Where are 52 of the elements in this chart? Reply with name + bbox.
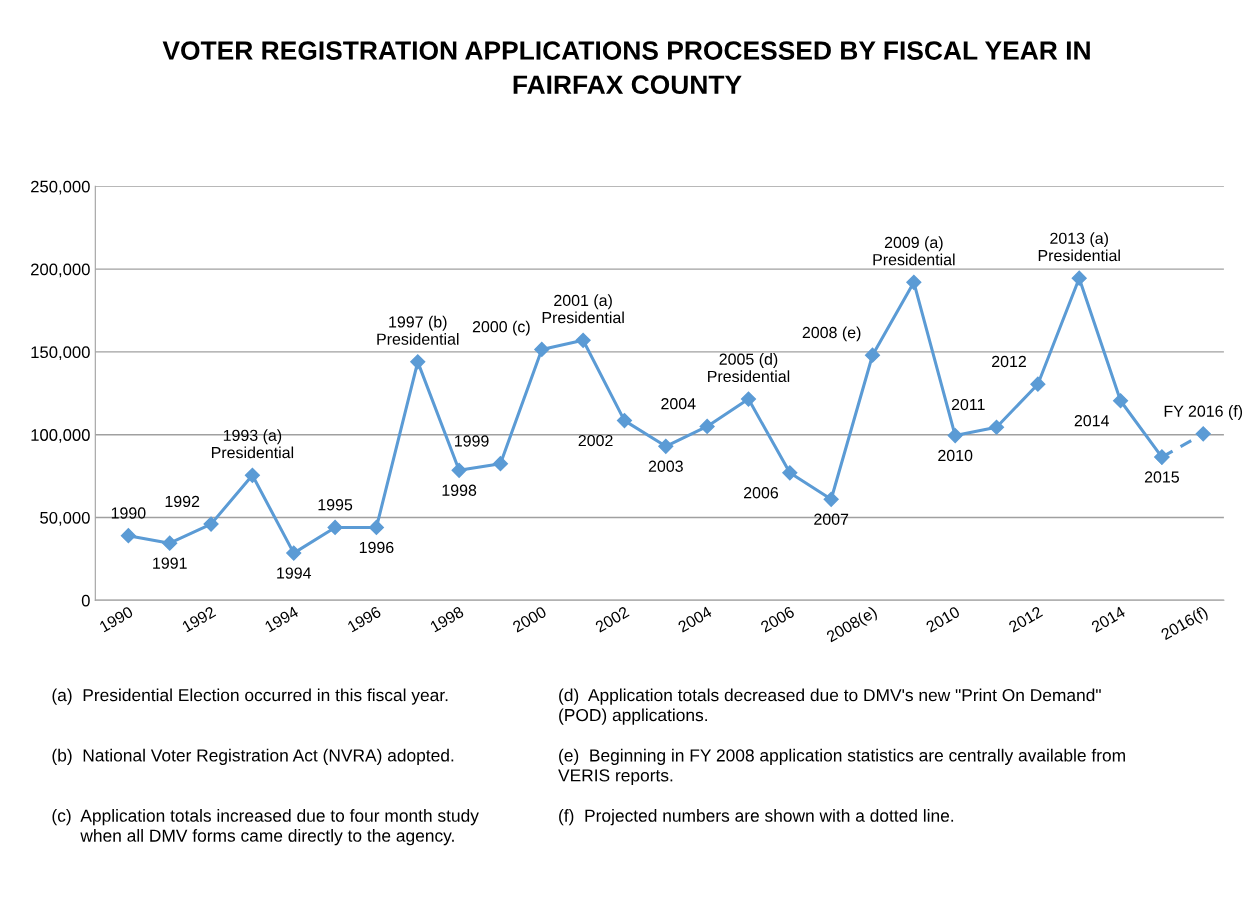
annotation: 2008 (e) (802, 326, 861, 342)
chart-title: VOTER REGISTRATION APPLICATIONS PROCESSED BY FISCAL YEAR IN FAIRFAX COUNTY (162, 41, 1090, 95)
text: (f) Projected numbers are shown with a dotted line. (559, 809, 954, 826)
x-tick-label: 2004 (677, 605, 713, 633)
annotation: 1998 (442, 484, 477, 496)
x-tick-label: 1990 (98, 605, 134, 633)
x-tick-label: 2002 (594, 605, 630, 633)
y-tick-label: 100,000 (31, 429, 90, 443)
x-tick-label: 2006 (759, 605, 796, 633)
x-tick-label: 1992 (181, 605, 217, 633)
y-tick-label: 0 (81, 594, 90, 607)
y-tick-label: 250,000 (31, 180, 90, 195)
annotation: 1992 (165, 495, 200, 508)
y-tick-label: 150,000 (31, 346, 90, 361)
annotation: 2000 (c) (472, 320, 530, 336)
annotation: 1990 (111, 507, 146, 519)
annotation: FY 2016 (f) (1164, 405, 1243, 420)
text: (b) National Voter Registration Act (NVRA) adopted. (52, 748, 454, 765)
annotation: 1994 (277, 567, 312, 579)
annotation: 2012 (992, 355, 1026, 368)
annotation: 2005 (d) Presidential (708, 353, 790, 383)
annotation: 2011 (951, 398, 985, 411)
y-tick-label: 50,000 (40, 511, 90, 526)
x-tick-label: 1998 (429, 605, 465, 633)
text: (c) Application totals increased due to four month study when all DMV forms came directly to the agency. (52, 809, 479, 846)
y-tick-label: 200,000 (31, 263, 90, 278)
x-tick-label: 1996 (346, 605, 382, 633)
text: (e) Beginning in FY 2008 application statistics are centrally available from VERIS reports. (558, 748, 1125, 785)
x-tick-label: 2012 (1008, 605, 1044, 633)
annotation: 2009 (a) Presidential (873, 236, 955, 266)
annotation: 2007 (814, 513, 849, 525)
annotation: 2013 (a) Presidential (1038, 232, 1120, 262)
annotation: 1995 (318, 499, 353, 511)
annotation: 2003 (648, 460, 683, 472)
x-tick-label: 2014 (1090, 605, 1127, 633)
x-tick-label: 1994 (264, 605, 300, 633)
annotation: 2001 (a) Presidential (542, 294, 624, 324)
x-tick-label: 2010 (925, 605, 961, 633)
x-tick-label: 2000 (511, 605, 548, 633)
annotation: 1999 (455, 435, 489, 447)
annotation: 1993 (a) Presidential (211, 429, 294, 459)
annotation: 2002 (578, 434, 613, 447)
annotation: 2014 (1074, 415, 1109, 427)
annotation: 2010 (938, 449, 973, 462)
annotation: 1991 (153, 557, 187, 569)
annotation: 2015 (1144, 471, 1179, 483)
annotation: 2006 (743, 487, 779, 499)
text: (d) Application totals decreased due to DMV's new "Print On Demand" (POD) applications. (559, 688, 1101, 725)
annotation: 1996 (359, 541, 394, 554)
annotation: 2004 (661, 398, 696, 410)
annotation: 1997 (b) Presidential (377, 315, 459, 345)
text: (a) Presidential Election occurred in this fiscal year. (52, 688, 448, 705)
